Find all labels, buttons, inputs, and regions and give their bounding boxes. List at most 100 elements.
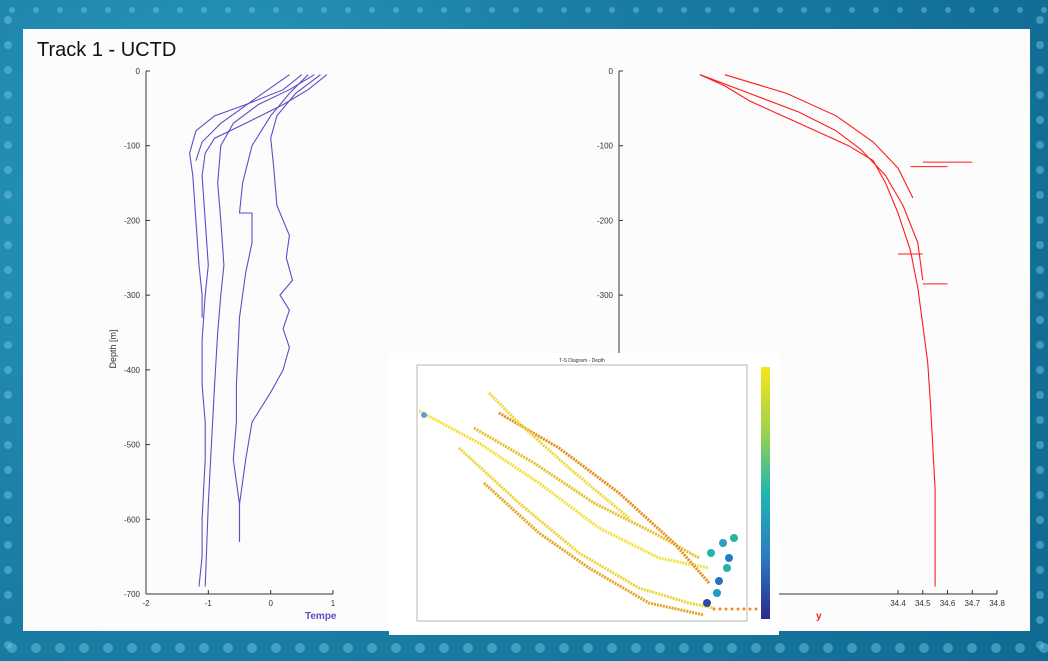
- ts-scatter-cluster: [715, 577, 723, 585]
- temp-x-tick-label: 1: [331, 599, 336, 608]
- bg-dot: [4, 291, 12, 299]
- bg-dot: [1036, 416, 1044, 424]
- bg-dot: [4, 241, 12, 249]
- bg-dot: [897, 7, 903, 13]
- bg-dot: [1036, 466, 1044, 474]
- bg-dot: [4, 166, 12, 174]
- bg-dot: [1036, 591, 1044, 599]
- bg-dot: [4, 366, 12, 374]
- ts-scatter-branch: [498, 411, 711, 584]
- temp-x-tick-label: -1: [205, 599, 213, 608]
- bg-dot: [825, 7, 831, 13]
- bg-dot: [295, 643, 305, 653]
- bg-dot: [175, 643, 185, 653]
- temp-series-line: [195, 74, 290, 161]
- temp-series-line: [198, 74, 328, 587]
- bg-dot: [945, 7, 951, 13]
- sal-x-tick-label: 34.4: [890, 599, 906, 608]
- bg-dot: [9, 7, 15, 13]
- bg-dot: [609, 7, 615, 13]
- bg-dot: [57, 7, 63, 13]
- bg-dot: [511, 643, 521, 653]
- bg-dot: [1036, 316, 1044, 324]
- ts-scatter-cluster: [730, 534, 738, 542]
- ts-scatter-point: [736, 607, 740, 611]
- bg-dot: [1036, 441, 1044, 449]
- bg-dot: [4, 466, 12, 474]
- bg-dot: [801, 7, 807, 13]
- bg-dot: [751, 643, 761, 653]
- ts-scatter-point: [748, 607, 752, 611]
- sal-series-line: [699, 74, 924, 281]
- bg-dot: [439, 643, 449, 653]
- bg-dot: [1036, 291, 1044, 299]
- bg-dot: [681, 7, 687, 13]
- ts-scatter-branch: [482, 481, 705, 617]
- bg-dot: [4, 316, 12, 324]
- bg-dot: [1036, 216, 1044, 224]
- bg-dot: [583, 643, 593, 653]
- bg-dot: [55, 643, 65, 653]
- sal-y-tick-label: 0: [609, 67, 614, 76]
- bg-dot: [465, 7, 471, 13]
- bg-dot: [727, 643, 737, 653]
- ts-scatter-branch: [487, 391, 630, 520]
- sal-y-tick-label: -200: [597, 216, 614, 225]
- bg-dot: [1036, 641, 1044, 649]
- bg-dot: [463, 643, 473, 653]
- sal-series-line: [724, 74, 914, 199]
- bg-dot: [4, 516, 12, 524]
- bg-dot: [777, 7, 783, 13]
- bg-dot: [1036, 241, 1044, 249]
- bg-dot: [4, 91, 12, 99]
- bg-dot: [1036, 541, 1044, 549]
- temp-y-tick-label: -700: [124, 590, 141, 599]
- bg-dot: [1036, 391, 1044, 399]
- bg-dot: [585, 7, 591, 13]
- bg-dot: [4, 141, 12, 149]
- ts-scatter-cluster: [725, 554, 733, 562]
- bg-dot: [393, 7, 399, 13]
- bg-dot: [487, 643, 497, 653]
- temp-series-line: [189, 74, 303, 318]
- ts-scatter-cluster: [719, 539, 727, 547]
- bg-dot: [129, 7, 135, 13]
- temp-series-line: [238, 74, 321, 542]
- bg-dot: [537, 7, 543, 13]
- bg-dot: [775, 643, 785, 653]
- bg-dot: [4, 441, 12, 449]
- bg-dot: [153, 7, 159, 13]
- temp-y-axis-label: Depth [m]: [108, 329, 118, 368]
- temp-y-tick-label: -300: [124, 291, 141, 300]
- temperature-chart: 0 -100 -200 -300 -400 -500 -600 -700-2 -1 0 1 Depth…: [108, 67, 337, 622]
- bg-dot: [31, 643, 41, 653]
- bg-dot: [343, 643, 353, 653]
- bg-dot: [103, 643, 113, 653]
- bg-dot: [4, 616, 12, 624]
- bg-dot: [1036, 166, 1044, 174]
- bg-dot: [655, 643, 665, 653]
- bg-dot: [247, 643, 257, 653]
- ts-scatter-point: [421, 412, 427, 418]
- bg-dot: [633, 7, 639, 13]
- bg-dot: [1041, 7, 1047, 13]
- bg-dot: [1017, 7, 1023, 13]
- bg-dot: [4, 266, 12, 274]
- bg-dot: [441, 7, 447, 13]
- bg-dot: [1036, 116, 1044, 124]
- ts-colorbar: [761, 367, 770, 619]
- bg-dot: [705, 7, 711, 13]
- bg-dot: [319, 643, 329, 653]
- bg-dot: [79, 643, 89, 653]
- bg-dot: [1036, 491, 1044, 499]
- bg-dot: [871, 643, 881, 653]
- ts-scatter-cluster: [703, 599, 711, 607]
- bg-dot: [559, 643, 569, 653]
- bg-dot: [1036, 16, 1044, 24]
- sal-x-axis-label: y: [816, 611, 822, 622]
- bg-dot: [4, 416, 12, 424]
- temp-y-tick-label: -400: [124, 366, 141, 375]
- ts-scatter-point: [742, 607, 746, 611]
- sal-x-tick-label: 34.8: [989, 599, 1005, 608]
